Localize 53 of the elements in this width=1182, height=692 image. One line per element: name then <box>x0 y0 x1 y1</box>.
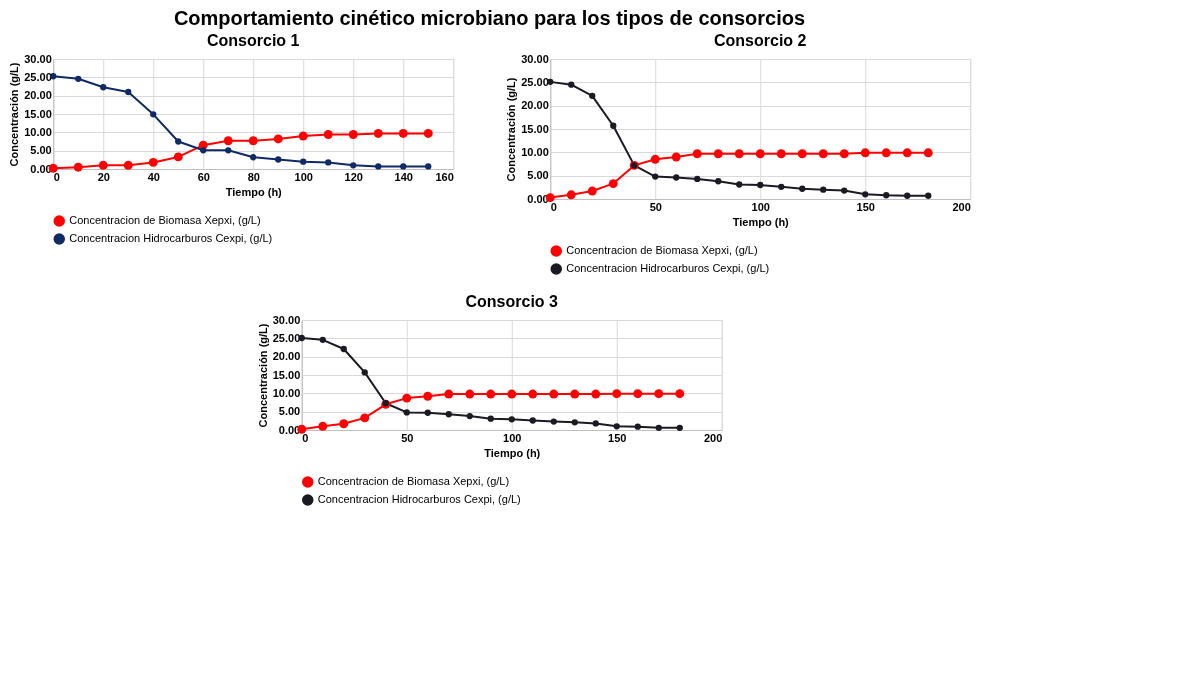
x-axis-title: Tiempo (h) <box>484 446 541 459</box>
y-tick-label: 25.00 <box>272 331 301 344</box>
y-tick-label: 20.00 <box>272 350 301 363</box>
x-tick-label: 0 <box>302 431 309 444</box>
x-tick-label: 80 <box>247 170 260 183</box>
x-tick-label: 150 <box>856 200 875 213</box>
legend-label: Concentracion de Biomasa Xepxi, (g/L) <box>69 214 261 226</box>
x-tick-label: 150 <box>608 431 627 444</box>
x-tick-label: 160 <box>435 170 454 183</box>
y-axis-title: Concentración (g/L) <box>256 323 269 428</box>
legend-label: Concentracion Hidrocarburos Cexpi, (g/L) <box>566 262 770 274</box>
y-tick-label: 30.00 <box>272 313 301 326</box>
y-tick-label: 5.00 <box>30 144 52 157</box>
x-tick-label: 20 <box>97 170 110 183</box>
y-tick-label: 5.00 <box>278 405 301 418</box>
y-tick-label: 5.00 <box>527 169 549 182</box>
y-tick-label: 10.00 <box>24 125 52 138</box>
y-axis-title: Concentración (g/L) <box>8 62 21 167</box>
chart-title: Consorcio 1 <box>207 32 300 49</box>
chart-title: Consorcio 2 <box>714 32 807 49</box>
y-tick-label: 20.00 <box>521 99 549 112</box>
y-tick-label: 15.00 <box>24 107 52 120</box>
y-tick-label: 15.00 <box>521 122 549 135</box>
chart-title: Consorcio 3 <box>465 293 559 310</box>
x-tick-label: 200 <box>703 431 723 444</box>
legend-label: Concentracion Hidrocarburos Cexpi, (g/L) <box>317 493 521 505</box>
text: Comportamiento cinético microbiano para los tipos de consorcios <box>173 6 806 29</box>
y-tick-label: 25.00 <box>521 75 549 88</box>
x-tick-label: 50 <box>649 200 662 213</box>
legend-label: Concentracion de Biomasa Xepxi, (g/L) <box>317 475 510 487</box>
y-tick-label: 15.00 <box>272 368 301 381</box>
x-axis-title: Tiempo (h) <box>225 185 283 198</box>
y-axis-title: Concentración (g/L) <box>505 77 518 182</box>
x-tick-label: 140 <box>394 170 413 183</box>
x-tick-label: 60 <box>197 170 210 183</box>
y-tick-label: 10.00 <box>521 145 549 158</box>
y-tick-label: 30.00 <box>521 52 549 65</box>
y-tick-label: 25.00 <box>24 70 52 83</box>
y-tick-label: 10.00 <box>272 386 301 399</box>
x-tick-label: 0 <box>550 200 557 213</box>
x-tick-label: 0 <box>53 170 60 183</box>
x-tick-label: 40 <box>147 170 160 183</box>
legend-label: Concentracion Hidrocarburos Cexpi, (g/L) <box>69 232 273 244</box>
legend-label: Concentracion de Biomasa Xepxi, (g/L) <box>566 244 758 256</box>
x-tick-label: 120 <box>344 170 363 183</box>
x-tick-label: 200 <box>952 200 971 213</box>
x-tick-label: 100 <box>294 170 313 183</box>
x-tick-label: 50 <box>401 431 414 444</box>
x-axis-title: Tiempo (h) <box>732 215 790 228</box>
y-tick-label: 30.00 <box>24 52 52 65</box>
x-tick-label: 100 <box>503 431 522 444</box>
y-tick-label: 20.00 <box>24 89 52 102</box>
x-tick-label: 100 <box>751 200 770 213</box>
